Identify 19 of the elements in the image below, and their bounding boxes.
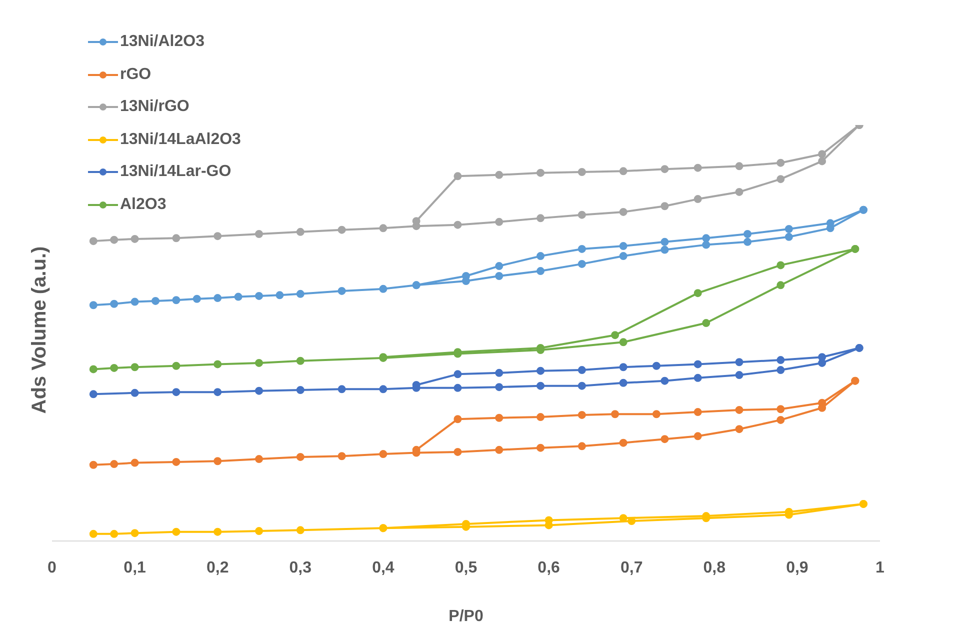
x-tick-label: 0 (48, 559, 57, 576)
x-tick-label: 0,3 (289, 559, 312, 576)
x-tick-label: 1 (876, 559, 885, 576)
legend-label: 13Ni/Al2O3 (120, 33, 204, 52)
legend-label: rGO (120, 66, 152, 84)
x-tick-label: 0,9 (786, 559, 808, 576)
y-axis-title: Ads Volume (a.u.) (28, 246, 52, 414)
x-tick-label: 0,6 (538, 559, 560, 576)
x-tick-label: 0,2 (206, 559, 229, 576)
legend-label: 13Ni/14Lar-GO (120, 163, 232, 182)
legend-label: 13Ni/14LaAl2O3 (120, 130, 241, 149)
x-tick-label: 0,7 (620, 559, 643, 576)
x-tick-label: 0,4 (372, 559, 394, 576)
x-tick-label: 0,5 (454, 559, 478, 576)
x-axis-title: P/P0 (448, 608, 484, 625)
legend-label: Al2O3 (120, 196, 166, 214)
x-tick-label: 0,8 (703, 559, 726, 576)
x-tick-label: 0,1 (124, 559, 146, 576)
legend-label: 13Ni/rGO (120, 98, 190, 116)
